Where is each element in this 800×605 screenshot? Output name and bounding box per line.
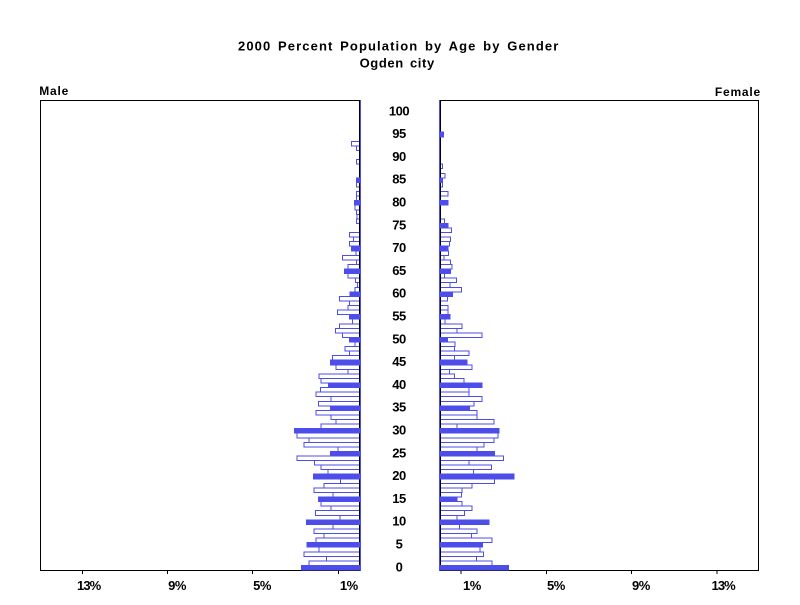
svg-text:35: 35 (392, 400, 406, 415)
svg-text:Male: Male (39, 84, 69, 98)
svg-text:100: 100 (389, 103, 409, 118)
svg-text:13%: 13% (712, 578, 737, 593)
svg-text:70: 70 (392, 240, 406, 255)
svg-text:5: 5 (396, 537, 403, 552)
svg-text:0: 0 (396, 559, 403, 574)
svg-text:13%: 13% (77, 578, 102, 593)
svg-text:25: 25 (392, 445, 406, 460)
svg-text:60: 60 (392, 286, 406, 301)
svg-text:90: 90 (392, 149, 406, 164)
svg-text:45: 45 (392, 354, 406, 369)
svg-text:65: 65 (392, 263, 406, 278)
svg-text:1%: 1% (340, 578, 359, 593)
svg-text:75: 75 (392, 217, 406, 232)
svg-text:20: 20 (392, 468, 406, 483)
svg-text:5%: 5% (547, 578, 566, 593)
svg-text:Female: Female (715, 85, 761, 99)
svg-text:80: 80 (392, 195, 406, 210)
svg-text:5%: 5% (253, 578, 272, 593)
svg-text:10: 10 (392, 514, 406, 529)
svg-text:30: 30 (392, 423, 406, 438)
svg-text:2000 Percent Population by Age: 2000 Percent Population by Age by Gender (238, 38, 559, 53)
svg-text:1%: 1% (463, 578, 482, 593)
svg-text:9%: 9% (632, 578, 651, 593)
svg-text:Ogden city: Ogden city (360, 56, 435, 71)
svg-text:15: 15 (392, 491, 406, 506)
svg-text:95: 95 (392, 126, 406, 141)
svg-text:55: 55 (392, 309, 406, 324)
svg-text:85: 85 (392, 172, 406, 187)
svg-text:9%: 9% (168, 578, 187, 593)
svg-text:40: 40 (392, 377, 406, 392)
svg-text:50: 50 (392, 331, 406, 346)
